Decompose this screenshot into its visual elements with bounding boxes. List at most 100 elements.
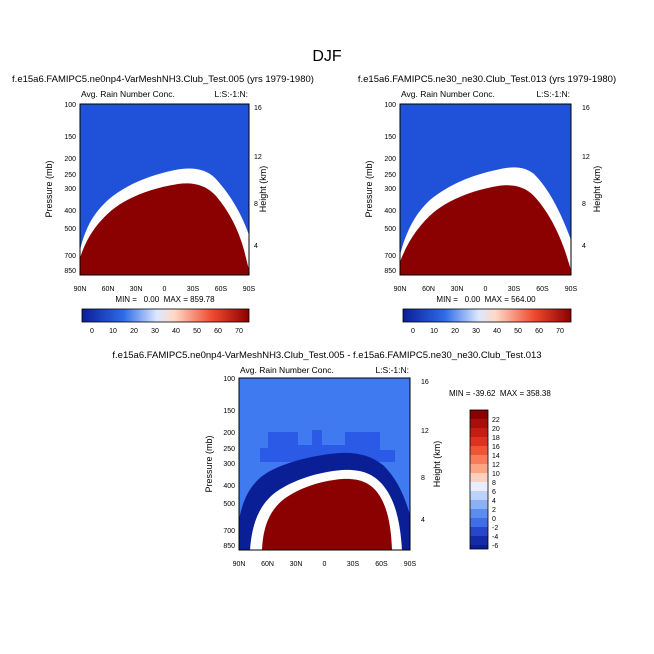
vbar-swatch-22 [470, 410, 488, 419]
vbar-swatch-neg2 [470, 518, 488, 527]
panel-1-xtick-60s: 60S [215, 286, 228, 293]
panel-3-ytick-200: 200 [223, 430, 235, 437]
panel-1-xtick-0: 0 [163, 286, 167, 293]
panel-1: f.e15a6.FAMIPC5.ne0np4-VarMeshNH3.Club_T… [12, 74, 314, 335]
panel-2-ytick-300: 300 [384, 186, 396, 193]
panel-3-stratosphere-streaks [260, 430, 395, 462]
panel-1-plot-frame [79, 103, 250, 276]
panel-1-y-ticks-right: 16 12 8 4 [254, 105, 262, 250]
panel-3-xtick-30n: 30N [290, 561, 303, 568]
panel-3-ytick-700: 700 [223, 528, 235, 535]
panel-1-stats: MIN = 0.00 MAX = 859.78 [115, 295, 215, 304]
panel-3-ytick-right-12: 12 [421, 428, 429, 435]
panel-1-cbar-tick-50: 50 [193, 328, 201, 335]
panel-2-stats: MIN = 0.00 MAX = 564.00 [436, 295, 536, 304]
panel-3-xtick-60s: 60S [375, 561, 388, 568]
panel-3-ytick-100: 100 [223, 376, 235, 383]
panel-3-y-ticks-right: 16 12 8 4 [421, 379, 429, 524]
panel-2-cbar-tick-20: 20 [451, 328, 459, 335]
panel-3-xtick-90n: 90N [233, 561, 246, 568]
panel-1-colorbar [81, 308, 250, 323]
panel-2-cbar-tick-60: 60 [535, 328, 543, 335]
panel-1-colorbar-ticks: 0 10 20 30 40 50 60 70 [90, 328, 243, 335]
panel-2-plot-frame [399, 103, 572, 276]
panel-2-ytick-150: 150 [384, 134, 396, 141]
panel-1-ytick-850: 850 [64, 268, 76, 275]
panel-2-ytick-250: 250 [384, 172, 396, 179]
panel-2-ytick-850: 850 [384, 268, 396, 275]
panel-1-ylabel-right: Height (km) [258, 166, 268, 213]
panel-3-ylabel-right: Height (km) [432, 441, 442, 488]
panel-1-rain-core [80, 183, 249, 275]
panel-3-ytick-300: 300 [223, 461, 235, 468]
vbar-swatch-neg6 [470, 536, 488, 545]
vbar-swatch-20 [470, 419, 488, 428]
panel-3-xtick-0: 0 [323, 561, 327, 568]
panel-3: f.e15a6.FAMIPC5.ne0np4-VarMeshNH3.Club_T… [112, 350, 551, 568]
panel-1-title: f.e15a6.FAMIPC5.ne0np4-VarMeshNH3.Club_T… [12, 74, 314, 85]
panel-2-subtitle-right: L:S:-1:N: [536, 89, 570, 99]
panel-1-ytick-500: 500 [64, 226, 76, 233]
panel-2-ytick-right-16: 16 [582, 105, 590, 112]
panel-1-ytick-150: 150 [64, 134, 76, 141]
panel-2-xtick-60s: 60S [536, 286, 549, 293]
panel-3-subtitle-left: Avg. Rain Number Conc. [240, 365, 334, 375]
panel-3-ylabel: Pressure (mb) [204, 435, 214, 492]
panel-1-ytick-400: 400 [64, 208, 76, 215]
panel-3-colorbar [469, 409, 489, 550]
panel-2-cbar-tick-70: 70 [556, 328, 564, 335]
vbar-swatch-8 [470, 473, 488, 482]
vbar-tick-6: 6 [492, 489, 496, 496]
vbar-swatch-12 [470, 455, 488, 464]
panel-3-x-ticks: 90N 60N 30N 0 30S 60S 90S [233, 561, 417, 568]
panel-2-xtick-90n: 90N [394, 286, 407, 293]
panel-3-stats: MIN = -39.62 MAX = 358.38 [449, 389, 551, 398]
vbar-tick-18: 18 [492, 435, 500, 442]
vbar-tick-neg6: -6 [492, 543, 498, 550]
panel-1-subtitle-right: L:S:-1:N: [214, 89, 248, 99]
panel-1-cbar-tick-60: 60 [214, 328, 222, 335]
panel-3-ytick-400: 400 [223, 483, 235, 490]
vbar-swatch-18 [470, 428, 488, 437]
vbar-swatch-16 [470, 437, 488, 446]
panel-2-xtick-60n: 60N [422, 286, 435, 293]
panel-1-xtick-90n: 90N [74, 286, 87, 293]
panel-2-ytick-100: 100 [384, 102, 396, 109]
panel-3-y-ticks: 100 150 200 250 300 400 500 700 850 [223, 376, 235, 550]
panel-1-cbar-tick-10: 10 [109, 328, 117, 335]
panel-1-ytick-100: 100 [64, 102, 76, 109]
vbar-swatch-4 [470, 491, 488, 500]
panel-2-subtitle-left: Avg. Rain Number Conc. [401, 89, 495, 99]
panel-3-subtitle-right: L:S:-1:N: [375, 365, 409, 375]
panel-1-cbar-tick-20: 20 [130, 328, 138, 335]
vbar-swatch-0 [470, 509, 488, 518]
panel-2-title: f.e15a6.FAMIPC5.ne30_ne30.Club_Test.013 … [358, 74, 616, 85]
panel-2-ylabel: Pressure (mb) [364, 160, 374, 217]
vbar-tick-16: 16 [492, 444, 500, 451]
panel-3-ytick-500: 500 [223, 501, 235, 508]
panel-2-ylabel-right: Height (km) [592, 166, 602, 213]
figure-title: DJF [312, 48, 342, 65]
panel-2-ytick-500: 500 [384, 226, 396, 233]
panel-1-xtick-90s: 90S [243, 286, 256, 293]
panel-1-y-ticks: 100 150 200 250 300 400 500 700 850 [64, 102, 76, 275]
panel-3-rain-core [262, 478, 392, 550]
panel-3-ytick-150: 150 [223, 408, 235, 415]
panel-2-xtick-30n: 30N [451, 286, 464, 293]
panel-1-ytick-right-8: 8 [254, 201, 258, 208]
panel-2-rain-core [400, 185, 571, 275]
panel-3-ytick-right-4: 4 [421, 517, 425, 524]
vbar-tick-2: 2 [492, 507, 496, 514]
panel-1-ytick-250: 250 [64, 172, 76, 179]
panel-2-ytick-right-12: 12 [582, 154, 590, 161]
panel-1-ylabel: Pressure (mb) [44, 160, 54, 217]
vbar-swatch-neg8 [470, 545, 488, 549]
vbar-swatch-14 [470, 446, 488, 455]
panel-2-ytick-700: 700 [384, 253, 396, 260]
panel-3-colorbar-ticks: 22 20 18 16 14 12 10 8 6 4 2 0 -2 -4 -6 [492, 417, 500, 550]
vbar-tick-4: 4 [492, 498, 496, 505]
vbar-tick-20: 20 [492, 426, 500, 433]
vbar-tick-22: 22 [492, 417, 500, 424]
panel-2-cbar-tick-30: 30 [472, 328, 480, 335]
